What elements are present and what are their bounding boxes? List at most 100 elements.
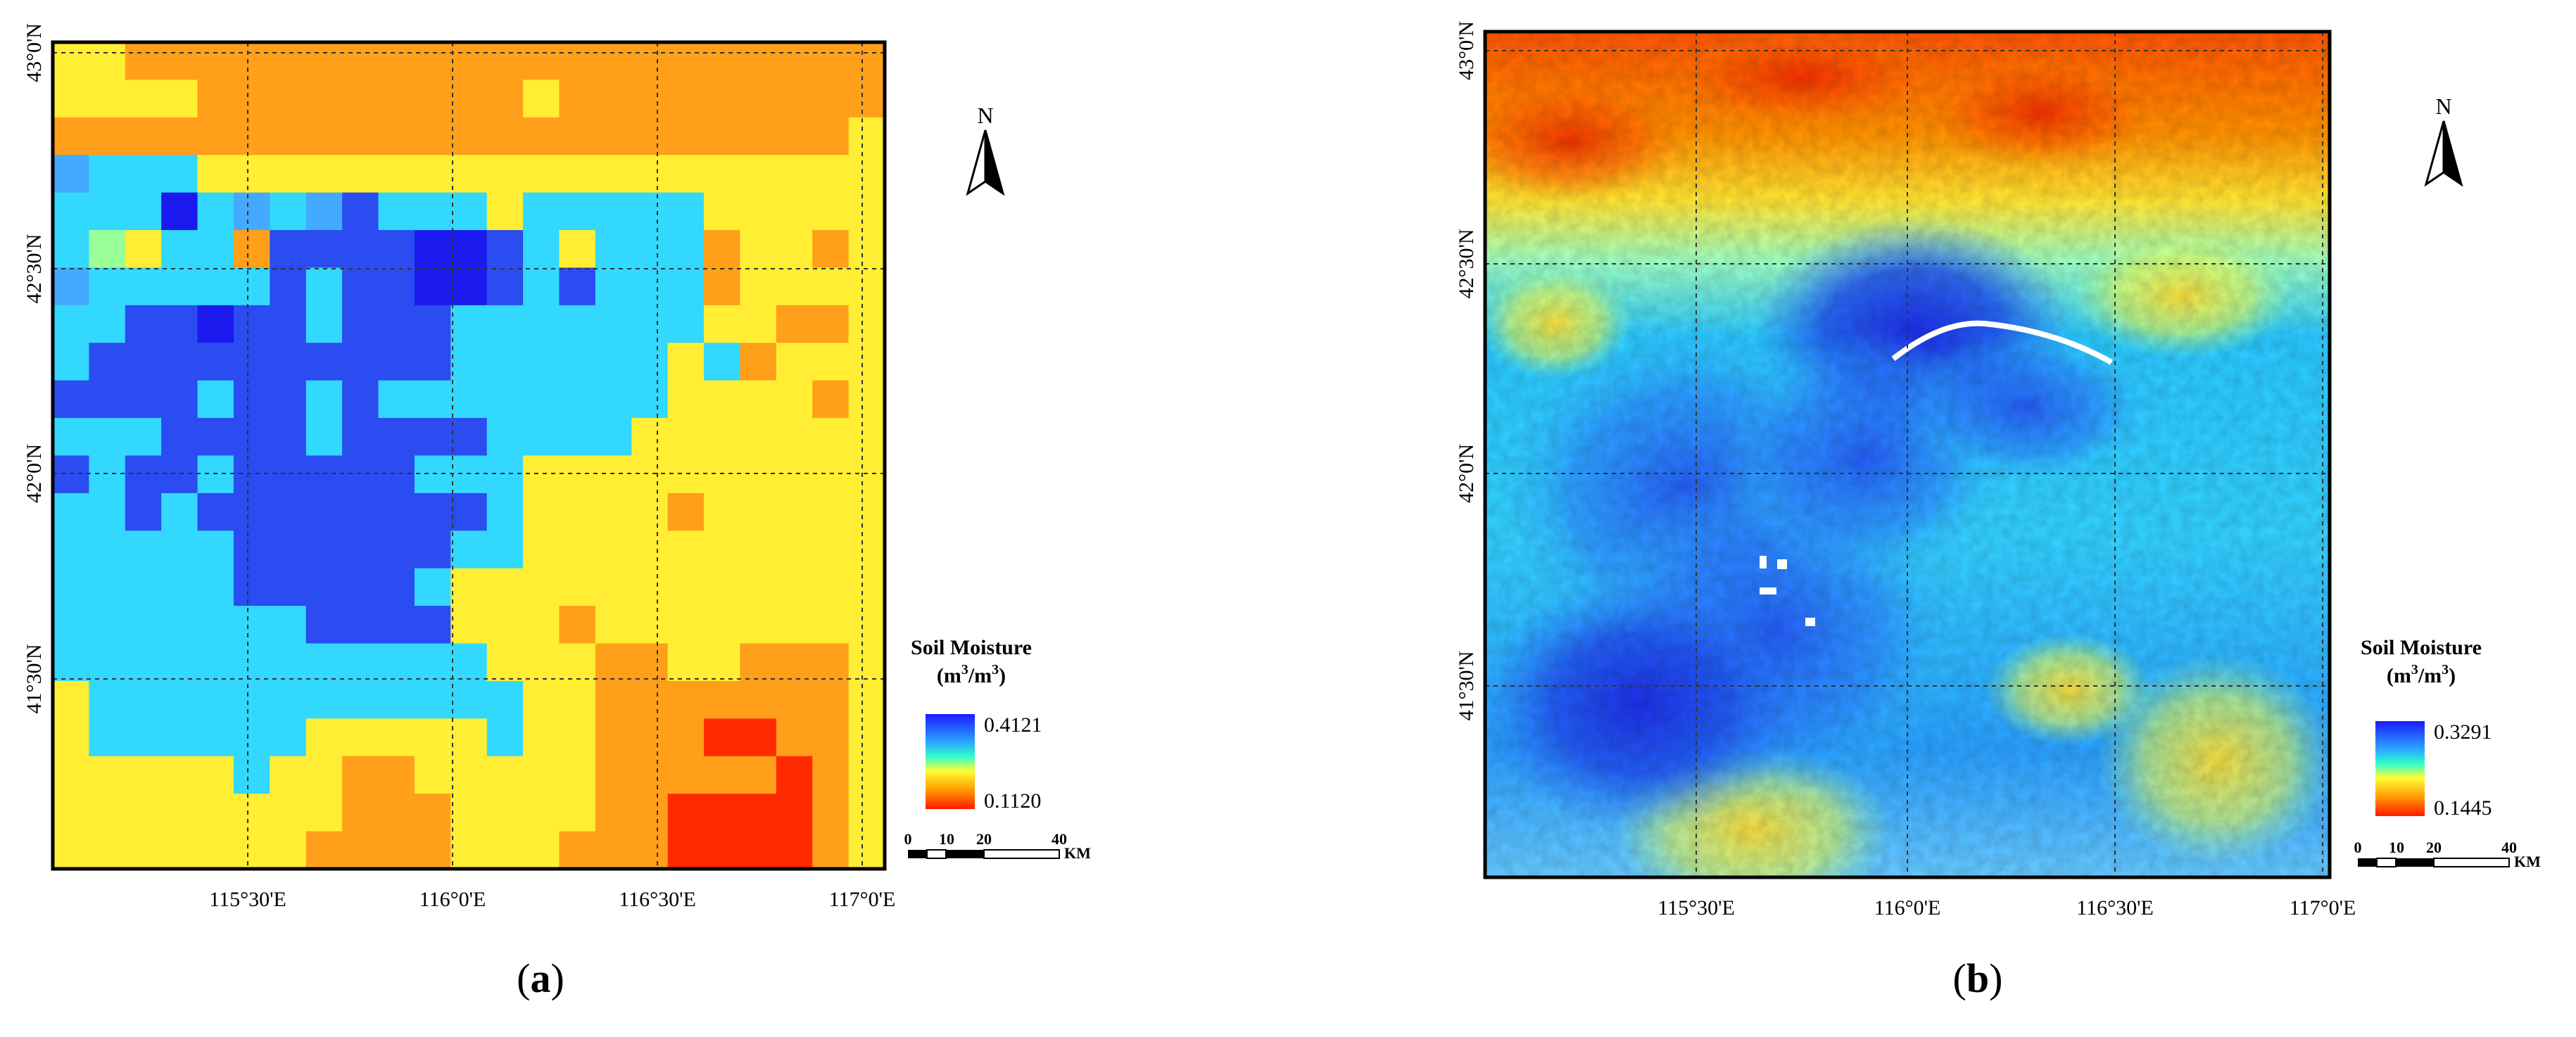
raster-cell <box>740 192 777 231</box>
raster-cell <box>342 42 379 81</box>
raster-cell <box>378 267 415 306</box>
raster-cell <box>53 831 89 870</box>
raster-cell <box>812 492 850 531</box>
raster-cell <box>197 343 234 381</box>
raster-cell <box>161 42 198 81</box>
raster-cell <box>486 718 524 757</box>
raster-cell <box>595 756 632 794</box>
raster-cell <box>812 643 850 682</box>
raster-cell <box>667 831 705 870</box>
scale-tick: 10 <box>939 830 954 848</box>
raster-cell <box>378 831 415 870</box>
raster-cell <box>270 192 307 231</box>
raster-cell <box>848 568 885 606</box>
raster-cell <box>270 643 307 682</box>
raster-cell <box>305 643 343 682</box>
scale-tick: 10 <box>2389 839 2404 856</box>
raster-cell <box>523 756 560 794</box>
raster-cell <box>414 643 451 682</box>
raster-cell <box>125 42 162 81</box>
raster-cell <box>414 192 451 231</box>
raster-cell <box>342 794 379 832</box>
raster-cell <box>233 643 270 682</box>
north-letter: N <box>977 103 993 128</box>
raster-cell <box>53 117 89 155</box>
raster-cell <box>270 492 307 531</box>
raster-cell <box>161 680 198 719</box>
scale-unit: KM <box>1064 844 1091 862</box>
raster-cell <box>270 418 307 457</box>
raster-cell <box>776 117 813 155</box>
raster-cell <box>848 831 885 870</box>
raster-cell <box>125 680 162 719</box>
raster-cell <box>414 380 451 419</box>
raster-cell <box>486 831 524 870</box>
raster-cell <box>414 794 451 832</box>
panel-a-lon-labels: 115°30'E 116°0'E 116°30'E 117°0'E <box>209 888 895 911</box>
raster-cell <box>704 530 741 569</box>
raster-cell <box>559 568 596 606</box>
panel-b-frame <box>1483 30 2332 879</box>
raster-cell <box>233 606 270 644</box>
raster-cell <box>704 680 741 719</box>
legend-unit: (m3/m3) <box>937 662 1006 687</box>
raster-cell <box>848 455 885 494</box>
raster-cell <box>776 155 813 193</box>
raster-cell <box>559 192 596 231</box>
raster-cell <box>89 380 126 419</box>
raster-cell <box>161 380 198 419</box>
raster-cell <box>161 831 198 870</box>
raster-cell <box>450 568 488 606</box>
raster-cell <box>305 155 343 193</box>
raster-cell <box>125 380 162 419</box>
raster-cell <box>704 267 741 306</box>
raster-cell <box>740 155 777 193</box>
legend-color-ramp <box>926 714 975 809</box>
raster-cell <box>161 192 198 231</box>
raster-cell <box>740 718 777 757</box>
panel-a-frame <box>51 40 887 871</box>
raster-cell <box>848 79 885 118</box>
raster-cell <box>197 230 234 269</box>
raster-cell <box>305 492 343 531</box>
raster-cell <box>740 267 777 306</box>
panel-label-b: (b) <box>1953 955 2003 1001</box>
raster-cell <box>197 756 234 794</box>
raster-cell <box>523 680 560 719</box>
raster-cell <box>161 343 198 381</box>
raster-cell <box>523 418 560 457</box>
raster-cell <box>523 530 560 569</box>
raster-cell <box>89 267 126 306</box>
raster-cell <box>197 606 234 644</box>
raster-cell <box>523 305 560 343</box>
scale-tick: 0 <box>904 830 912 848</box>
raster-cell <box>233 756 270 794</box>
raster-cell <box>776 530 813 569</box>
raster-cell <box>161 530 198 569</box>
raster-cell <box>848 380 885 419</box>
raster-cell <box>776 794 813 832</box>
raster-cell <box>704 455 741 494</box>
raster-cell <box>233 680 270 719</box>
raster-cell <box>450 117 488 155</box>
raster-cell <box>342 305 379 343</box>
raster-cell <box>305 42 343 81</box>
raster-cell <box>812 418 850 457</box>
raster-cell <box>197 192 234 231</box>
raster-cell <box>812 380 850 419</box>
raster-cell <box>197 42 234 81</box>
raster-cell <box>305 606 343 644</box>
raster-cell <box>270 606 307 644</box>
raster-cell <box>89 530 126 569</box>
raster-cell <box>342 79 379 118</box>
raster-cell <box>559 680 596 719</box>
raster-cell <box>667 680 705 719</box>
raster-cell <box>233 305 270 343</box>
raster-cell <box>704 192 741 231</box>
raster-cell <box>740 606 777 644</box>
raster-cell <box>161 230 198 269</box>
raster-cell <box>233 455 270 494</box>
raster-cell <box>305 756 343 794</box>
raster-cell <box>450 418 488 457</box>
